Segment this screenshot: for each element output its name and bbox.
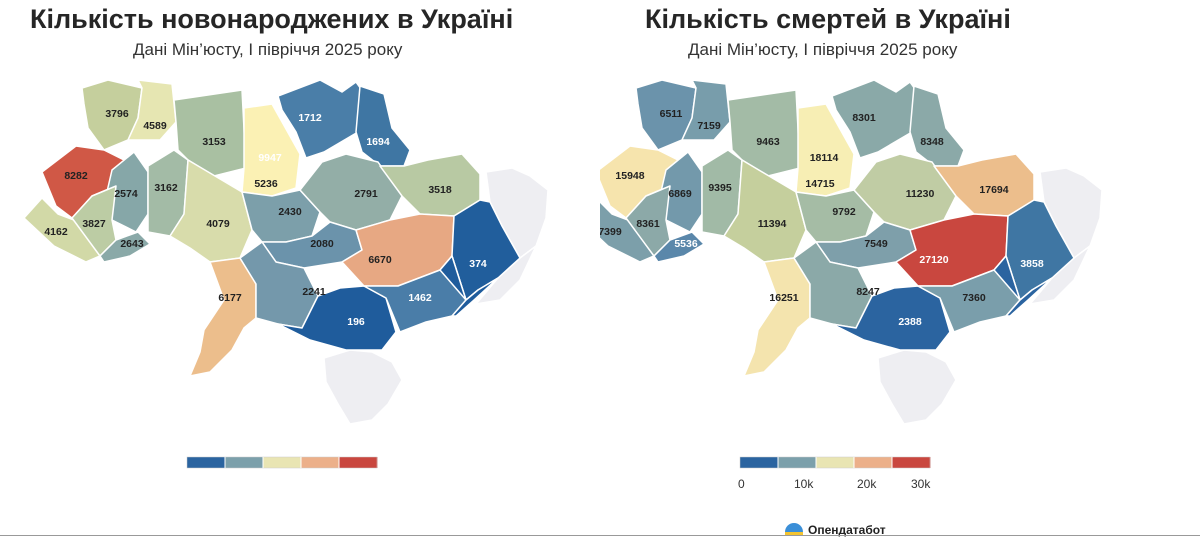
region-value-label: 11230 <box>906 188 935 200</box>
region-value-label: 4079 <box>206 218 230 230</box>
region-value-label: 8282 <box>64 170 88 182</box>
region-value-label: 8247 <box>856 286 880 298</box>
region-value-label: 18114 <box>810 152 839 164</box>
legend-tick-30k: 30k <box>911 477 931 491</box>
legend-color-swatch <box>187 457 226 468</box>
deaths-map-title: Кількість смертей в Україні <box>645 4 1011 34</box>
legend-color-swatch <box>225 457 264 468</box>
region-value-label: 7549 <box>864 238 888 250</box>
region-rivne[interactable] <box>127 79 177 141</box>
region-donetsk[interactable] <box>993 255 1053 317</box>
region-poltava[interactable] <box>853 153 957 231</box>
legend-color-swatch <box>301 457 340 468</box>
region-poltava[interactable] <box>299 153 403 231</box>
region-value-label: 6670 <box>368 254 392 266</box>
region-value-label: 9395 <box>708 182 732 194</box>
region-odesa[interactable] <box>743 257 811 377</box>
region-value-label: 2388 <box>898 316 922 328</box>
region-kharkiv[interactable] <box>379 153 481 217</box>
legend-color-bar <box>186 456 378 469</box>
brand-name: Опендатабот <box>808 523 886 537</box>
region-value-label: 3796 <box>105 108 129 120</box>
region-rivne[interactable] <box>681 79 731 141</box>
region-value-label: 3162 <box>154 182 178 194</box>
region-value-label: 4589 <box>143 120 167 132</box>
region-kyiv-oblast[interactable] <box>795 103 855 197</box>
region-value-label: 3827 <box>82 218 106 230</box>
region-value-label: 9947 <box>258 152 282 164</box>
region-value-label: 7360 <box>962 292 986 304</box>
legend-color-swatch <box>263 457 302 468</box>
region-value-label: 5536 <box>674 238 698 250</box>
region-value-label: 1462 <box>408 292 432 304</box>
region-value-label: 2241 <box>302 286 326 298</box>
region-value-label: 8301 <box>852 112 876 124</box>
region-chernivtsi[interactable] <box>653 231 705 263</box>
region-value-label: 3518 <box>428 184 452 196</box>
region-value-label: 6511 <box>660 108 683 120</box>
region-donetsk[interactable] <box>439 255 499 317</box>
region-value-label: 14715 <box>805 178 834 190</box>
occupied-territory <box>323 349 403 425</box>
legend-tick-20k: 20k <box>857 477 877 491</box>
region-kyiv-oblast[interactable] <box>241 103 301 197</box>
bottom-divider <box>0 535 1200 536</box>
region-value-label: 3858 <box>1020 258 1044 270</box>
legend-color-swatch <box>740 457 779 468</box>
region-value-label: 374 <box>469 258 487 270</box>
legend-color-swatch <box>816 457 855 468</box>
region-value-label: 3153 <box>202 136 226 148</box>
region-value-label: 6869 <box>668 188 692 200</box>
region-value-label: 1694 <box>366 136 390 148</box>
legend-color-swatch <box>892 457 931 468</box>
region-sumy[interactable] <box>355 85 411 167</box>
region-value-label: 2080 <box>310 238 334 250</box>
region-value-label: 1712 <box>298 112 322 124</box>
region-value-label: 4162 <box>44 226 68 238</box>
region-value-label: 2574 <box>114 188 138 200</box>
region-value-label: 11394 <box>758 218 787 230</box>
region-value-label: 196 <box>347 316 365 328</box>
region-value-label: 17694 <box>979 184 1008 196</box>
legend-tick-10k: 10k <box>794 477 814 491</box>
region-value-label: 15948 <box>615 170 644 182</box>
deaths-map: 6511 7159 9463 18114 14715 8301 8348 15948 6869 9… <box>600 79 1103 469</box>
region-value-label: 8348 <box>920 136 944 148</box>
deaths-map-subtitle: Дані Мін’юсту, І півріччя 2025 року <box>688 40 958 59</box>
region-value-label: 9792 <box>832 206 856 218</box>
region-value-label: 7159 <box>697 120 721 132</box>
region-sumy[interactable] <box>909 85 965 167</box>
births-map-title: Кількість новонароджених в Україні <box>30 4 514 34</box>
legend-tick-0: 0 <box>738 477 745 491</box>
region-value-label: 9463 <box>756 136 780 148</box>
region-kharkiv[interactable] <box>933 153 1035 217</box>
region-chernivtsi[interactable] <box>99 231 151 263</box>
region-value-label: 2791 <box>354 188 378 200</box>
region-value-label: 16251 <box>769 292 798 304</box>
occupied-territory <box>877 349 957 425</box>
region-value-label: 7399 <box>600 226 622 238</box>
births-map-subtitle: Дані Мін’юсту, І півріччя 2025 року <box>133 40 403 59</box>
region-value-label: 2643 <box>120 238 144 250</box>
region-value-label: 27120 <box>919 254 948 266</box>
legend-color-bar <box>739 456 931 469</box>
region-value-label: 6177 <box>218 292 242 304</box>
region-value-label: 8361 <box>636 218 660 230</box>
legend-color-swatch <box>339 457 378 468</box>
region-odesa[interactable] <box>189 257 257 377</box>
region-value-label: 2430 <box>278 206 302 218</box>
legend-color-swatch <box>854 457 893 468</box>
legend-color-swatch <box>778 457 817 468</box>
region-value-label: 5236 <box>254 178 278 190</box>
births-map: 3796 4589 3153 9947 5236 1712 1694 8282 2574 3162… <box>23 79 549 469</box>
